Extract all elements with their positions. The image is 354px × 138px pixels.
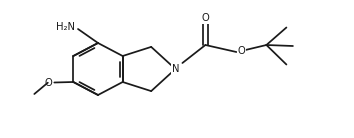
Text: O: O bbox=[201, 13, 209, 23]
Text: H₂N: H₂N bbox=[56, 22, 75, 33]
Text: N: N bbox=[172, 64, 179, 74]
Text: O: O bbox=[44, 78, 52, 87]
Text: O: O bbox=[238, 46, 245, 56]
